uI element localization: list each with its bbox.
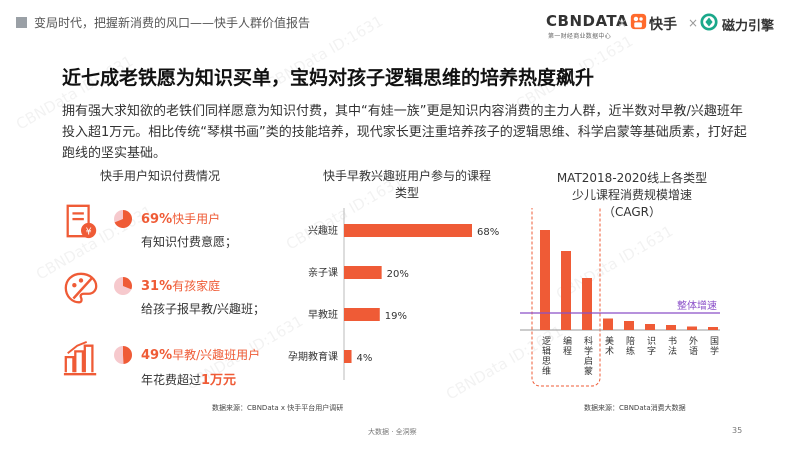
pie-slice [114,210,132,228]
bar [344,224,472,237]
bar [687,326,697,330]
stat-49-subject: 早教/兴趣班用户 [172,348,261,362]
logo-separator: × [688,16,699,30]
cagr-chart-title-line2: 少儿课程消费规模增速（CAGR） [571,188,692,219]
cbndata-logo-subtitle: 第一财经商业数据中心 [548,33,612,40]
cagr-chart-title: MAT2018-2020线上各类型 少儿课程消费规模增速（CAGR） [547,170,717,221]
stat-69-percent: 69% [141,212,173,227]
course-type-chart-title: 快手早教兴趣班用户参与的课程类型 [322,169,491,200]
pie-slice [123,346,132,364]
stat-49-prefix: 年花费超过 [141,373,202,387]
logo-separator: × [617,16,628,30]
cagr-bar-chart: 逻辑思维 编程 科学启蒙 美术 陪练 识字 书法 外语 国学 整体增速 [520,208,720,387]
category-label: 识字 [645,336,656,356]
stat-31-percent: 31% [141,279,173,294]
bar [645,324,655,330]
category-label: 逻辑思维 [540,336,551,376]
bar [561,251,571,330]
growth-chart-icon [63,341,97,376]
stat-69-line1: 69%快手用户 [141,210,220,227]
value-label: 20% [387,269,409,280]
bill-document-icon: ¥ [66,204,97,239]
cagr-chart-title-line1: MAT2018-2020线上各类型 [556,171,708,185]
page-headline: 近七成老铁愿为知识买单，宝妈对孩子逻辑思维的培养热度飙升 [62,67,595,89]
bar [344,308,380,321]
footer-tagline: 大数据 · 全洞察 [368,428,417,436]
bar [603,318,613,330]
stat-69-subject: 快手用户 [172,212,221,226]
pie-31-percent [114,277,132,295]
bar [708,327,718,330]
value-label: 19% [385,311,407,322]
category-label: 书法 [666,336,677,356]
overall-growth-label: 整体增速 [677,299,717,312]
category-label: 孕期教育课 [288,350,338,363]
category-label: 科学启蒙 [582,335,593,376]
bar [344,266,382,279]
svg-text:¥: ¥ [86,226,92,237]
header-accent-square [16,17,27,28]
course-type-bar-chart: 兴趣班 68% 亲子课 20% 早教班 19% 孕期教育课 4% [288,208,499,380]
value-label: 4% [357,353,373,364]
kuaishou-logo-icon [630,13,647,30]
page-number: 35 [732,426,743,435]
bar [666,325,676,330]
stat-49-line1: 49%早教/兴趣班用户 [141,346,260,363]
pie-69-percent [114,210,132,228]
report-title: 变局时代，把握新消费的风口——快手人群价值报告 [34,16,311,30]
course-type-source: 数据来源：CBNData x 快手平台用户调研 [212,404,344,412]
palette-icon [64,272,98,304]
category-label: 亲子课 [308,266,338,279]
stat-69-line2: 有知识付费意愿； [141,235,238,249]
category-label: 美术 [603,335,614,356]
bar [540,230,550,330]
stat-49-line2: 年花费超过1万元 [141,369,236,388]
stat-31-subject: 有孩家庭 [172,279,221,293]
pie-49-percent [114,346,132,364]
stat-31-line1: 31%有孩家庭 [141,277,220,294]
cbndata-logo: CBNDATA [546,12,629,30]
category-label: 国学 [708,336,719,356]
pie-slice [123,277,132,290]
kuaishou-logo-text: 快手 [649,17,677,33]
stat-31-line2: 给孩子报早教/兴趣班； [141,302,266,316]
cili-engine-logo-text: 磁力引擎 [722,19,775,34]
stat-49-percent: 49% [141,348,173,363]
category-label: 陪练 [624,335,635,356]
cagr-source: 数据来源：CBNData消费大数据 [584,404,686,412]
category-label: 兴趣班 [308,224,338,237]
category-label: 外语 [687,335,698,356]
bar [582,278,592,330]
knowledge-payment-title: 快手用户知识付费情况 [99,169,220,183]
bar [624,321,634,330]
bar [344,350,352,363]
cili-engine-logo-icon [700,13,718,31]
category-label: 早教班 [308,308,338,321]
stat-49-amount: 1万元 [201,373,237,388]
intro-paragraph: 拥有强大求知欲的老铁们同样愿意为知识付费，其中“有娃一族”更是知识内容消费的主力… [62,104,747,161]
category-label: 编程 [561,335,572,356]
highlight-box [531,208,601,387]
value-label: 68% [477,227,499,238]
